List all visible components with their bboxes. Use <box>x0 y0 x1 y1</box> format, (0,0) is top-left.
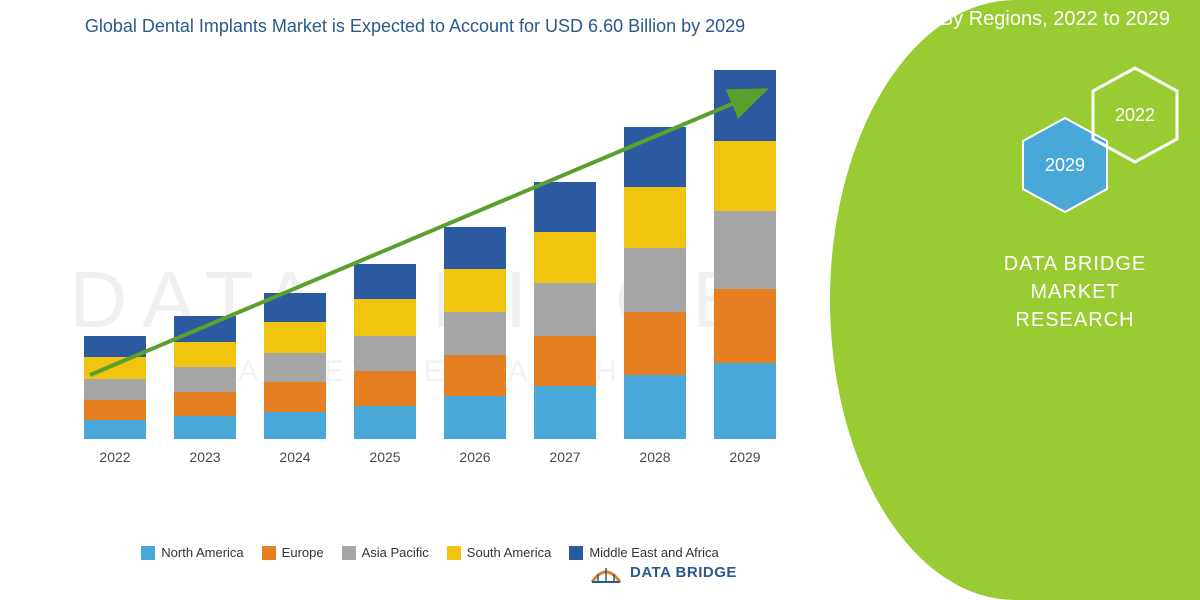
bar-stack <box>624 127 686 439</box>
bar-segment <box>714 70 776 140</box>
bar-group: 2029 <box>710 70 780 465</box>
bar-segment <box>84 379 146 400</box>
legend-swatch <box>262 546 276 560</box>
brand-line2: RESEARCH <box>975 306 1175 334</box>
x-axis-label: 2029 <box>729 449 760 465</box>
bar-segment <box>534 232 596 283</box>
legend-label: Europe <box>282 545 324 560</box>
legend-item: Asia Pacific <box>342 545 429 560</box>
legend-label: Asia Pacific <box>362 545 429 560</box>
bar-segment <box>354 336 416 371</box>
x-axis-label: 2024 <box>279 449 310 465</box>
bar-segment <box>264 353 326 382</box>
bar-segment <box>624 248 686 312</box>
legend-label: North America <box>161 545 243 560</box>
chart-container: 2022 2023 2024 2025 2026 2027 2028 2029 <box>70 75 790 495</box>
bar-segment <box>444 396 506 439</box>
bar-segment <box>714 211 776 289</box>
bar-segment <box>534 386 596 439</box>
bar-group: 2022 <box>80 336 150 465</box>
bar-segment <box>174 392 236 415</box>
right-panel: By Regions, 2022 to 2029 2029 2022 DATA … <box>830 0 1200 600</box>
bridge-logo-icon <box>590 556 622 588</box>
bar-stack <box>84 336 146 439</box>
bar-segment <box>624 312 686 374</box>
bar-segment <box>714 363 776 439</box>
bar-segment <box>84 336 146 357</box>
hex-1-label: 2029 <box>1045 155 1085 176</box>
legend-label: South America <box>467 545 552 560</box>
bar-stack <box>534 182 596 439</box>
bar-segment <box>84 400 146 420</box>
x-axis-label: 2022 <box>99 449 130 465</box>
right-panel-title: By Regions, 2022 to 2029 <box>940 8 1170 31</box>
bar-stack <box>714 70 776 439</box>
bar-group: 2027 <box>530 182 600 465</box>
bar-stack <box>264 293 326 439</box>
bar-segment <box>264 322 326 353</box>
bar-segment <box>354 371 416 406</box>
bar-segment <box>264 382 326 411</box>
bar-segment <box>624 375 686 439</box>
bar-segment <box>84 420 146 440</box>
bar-segment <box>174 316 236 341</box>
bar-segment <box>354 264 416 299</box>
legend-item: South America <box>447 545 552 560</box>
legend-item: North America <box>141 545 243 560</box>
x-axis-label: 2025 <box>369 449 400 465</box>
x-axis-label: 2027 <box>549 449 580 465</box>
bar-segment <box>534 283 596 336</box>
chart-title: Global Dental Implants Market is Expecte… <box>0 0 830 43</box>
bar-segment <box>624 127 686 187</box>
brand-text: DATA BRIDGE MARKET RESEARCH <box>975 250 1175 334</box>
bar-segment <box>444 312 506 355</box>
bar-segment <box>444 227 506 270</box>
bar-segment <box>174 367 236 392</box>
x-axis-label: 2028 <box>639 449 670 465</box>
bar-segment <box>714 289 776 363</box>
bar-group: 2026 <box>440 227 510 466</box>
bar-segment <box>84 357 146 378</box>
bar-segment <box>714 141 776 211</box>
legend-item: Europe <box>262 545 324 560</box>
bar-segment <box>534 182 596 233</box>
legend-swatch <box>141 546 155 560</box>
bar-segment <box>534 336 596 387</box>
main-chart-area: DATA BRIDGE MARKET RESEARCH Global Denta… <box>0 0 830 600</box>
legend-swatch <box>447 546 461 560</box>
bar-group: 2023 <box>170 316 240 465</box>
bar-stack <box>174 316 236 439</box>
bar-stack <box>444 227 506 440</box>
legend-swatch <box>342 546 356 560</box>
hex-2-label: 2022 <box>1115 105 1155 126</box>
bar-stack <box>354 264 416 439</box>
bar-group: 2024 <box>260 293 330 465</box>
bar-segment <box>264 412 326 439</box>
bar-segment <box>354 299 416 336</box>
bar-group: 2028 <box>620 127 690 465</box>
hex-badge-2022: 2022 <box>1090 65 1180 165</box>
bar-segment <box>264 293 326 322</box>
bar-segment <box>444 355 506 396</box>
bar-segment <box>444 269 506 312</box>
bottom-logo-text: DATA BRIDGE <box>630 564 737 581</box>
bar-segment <box>174 342 236 367</box>
bar-segment <box>624 187 686 247</box>
x-axis-label: 2026 <box>459 449 490 465</box>
bar-group: 2025 <box>350 264 420 465</box>
legend-swatch <box>569 546 583 560</box>
brand-line1: DATA BRIDGE MARKET <box>975 250 1175 306</box>
bar-segment <box>174 416 236 439</box>
bar-segment <box>354 406 416 439</box>
bottom-logo: DATA BRIDGE <box>590 556 737 588</box>
x-axis-label: 2023 <box>189 449 220 465</box>
bars-area: 2022 2023 2024 2025 2026 2027 2028 2029 <box>70 75 790 465</box>
